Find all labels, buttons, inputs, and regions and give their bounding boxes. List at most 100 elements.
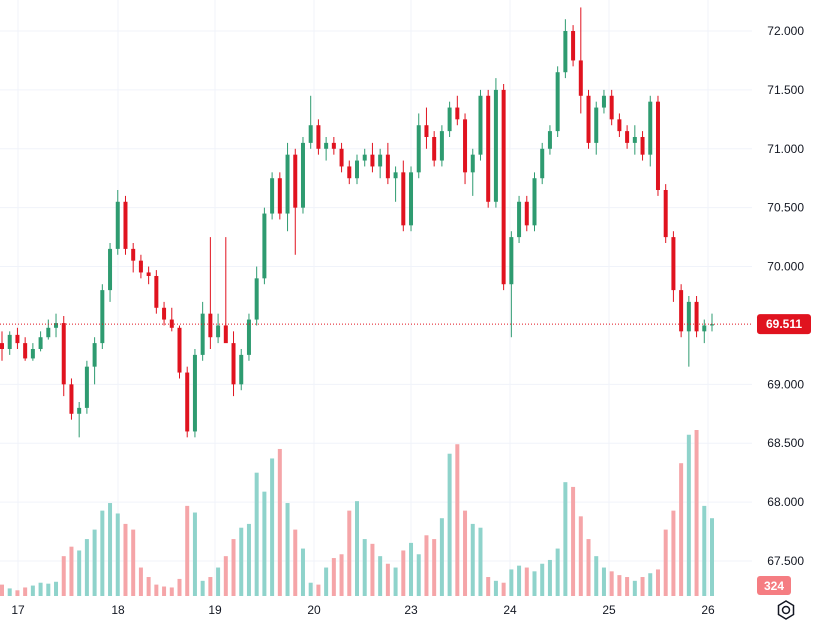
candle <box>254 266 259 326</box>
candle-body <box>470 154 475 173</box>
candle-body <box>38 337 43 349</box>
candle <box>108 243 113 302</box>
volume-bar <box>77 550 82 596</box>
volume-bar <box>416 554 421 596</box>
candle <box>393 166 398 202</box>
candle-body <box>362 154 367 161</box>
y-tick-label: 69.000 <box>767 377 804 391</box>
volume-bar <box>694 430 699 596</box>
candle <box>30 343 35 361</box>
volume-bar <box>239 527 244 596</box>
candle-body <box>208 313 213 338</box>
volume-bar <box>0 584 4 596</box>
volume-bar <box>509 569 514 596</box>
volume-bar <box>470 523 475 596</box>
candle-body <box>339 148 344 167</box>
candle-body <box>501 89 506 285</box>
candle <box>424 107 429 149</box>
candle <box>385 142 390 185</box>
candle <box>563 19 568 79</box>
settings-gear-icon[interactable] <box>774 598 798 622</box>
candle-body <box>424 125 429 137</box>
candle <box>578 7 583 114</box>
candle-body <box>185 372 190 432</box>
candle <box>185 366 190 438</box>
candle-body <box>347 166 352 179</box>
volume-bar <box>385 563 390 596</box>
candle-body <box>192 354 197 432</box>
candle <box>277 172 282 220</box>
volume-bar <box>92 529 97 596</box>
candle-body <box>370 154 375 167</box>
volume-bar <box>463 510 468 596</box>
volume-bar <box>38 582 43 596</box>
volume-bar <box>601 567 606 596</box>
volume-bar <box>23 587 28 596</box>
volume-bar <box>324 567 329 596</box>
volume-bar <box>547 559 552 596</box>
volume-bar <box>401 550 406 596</box>
candle <box>486 89 491 208</box>
candle <box>15 327 20 349</box>
x-tick-label: 24 <box>503 603 517 617</box>
candle <box>216 313 221 344</box>
y-tick-label: 67.500 <box>767 554 804 568</box>
price-axis[interactable]: 72.000 71.500 71.000 70.500 70.000 69.000 68.5… <box>767 24 804 568</box>
candle-body <box>123 201 128 249</box>
candle <box>200 301 205 361</box>
volume-bar <box>640 577 645 596</box>
candle <box>331 137 336 155</box>
x-tick-label: 17 <box>11 603 25 617</box>
candle-body <box>277 178 282 214</box>
candle-body <box>316 125 321 149</box>
volume-bar <box>223 556 228 596</box>
candle-body <box>246 319 251 355</box>
candle <box>208 237 213 349</box>
candle <box>370 142 375 173</box>
volume-bar <box>123 523 128 596</box>
candle-body <box>509 237 514 285</box>
candle-body <box>108 248 113 291</box>
candle-body <box>131 248 136 261</box>
candle <box>509 231 514 338</box>
volume-bar <box>679 463 684 596</box>
candle-body <box>594 107 599 143</box>
volume-bar <box>100 510 105 596</box>
candle <box>679 284 684 338</box>
candle <box>594 101 599 155</box>
candle <box>239 349 244 391</box>
candle-body <box>231 343 236 385</box>
candle <box>463 113 468 185</box>
candle <box>478 89 483 161</box>
time-axis[interactable]: 17 18 19 20 23 24 25 26 <box>11 603 715 617</box>
y-tick-label: 68.000 <box>767 495 804 509</box>
last-price-tag: 69.511 <box>757 314 811 335</box>
volume-bar <box>108 503 113 596</box>
candle-body <box>254 278 259 320</box>
volume-bar <box>192 512 197 596</box>
candle <box>115 190 120 255</box>
candle-body <box>324 142 329 149</box>
volume-bar <box>146 577 151 596</box>
candle-body <box>702 325 707 332</box>
volume-bar <box>285 503 290 596</box>
candle-body <box>416 125 421 173</box>
candle-body <box>478 95 483 155</box>
candle <box>362 148 367 167</box>
candle <box>77 402 82 438</box>
volume-bar <box>169 587 174 596</box>
candle <box>617 113 622 137</box>
candle <box>169 307 174 332</box>
candle-body <box>571 31 576 61</box>
volume-bar <box>308 582 313 596</box>
candle <box>470 148 475 196</box>
candle-body <box>177 327 182 373</box>
volume-bar <box>30 585 35 596</box>
candle-body <box>270 178 275 214</box>
volume-bar <box>594 556 599 596</box>
volume-bar <box>586 539 591 596</box>
candle-body <box>15 334 20 344</box>
volume-bar <box>46 583 51 596</box>
volume-bar <box>69 546 74 596</box>
